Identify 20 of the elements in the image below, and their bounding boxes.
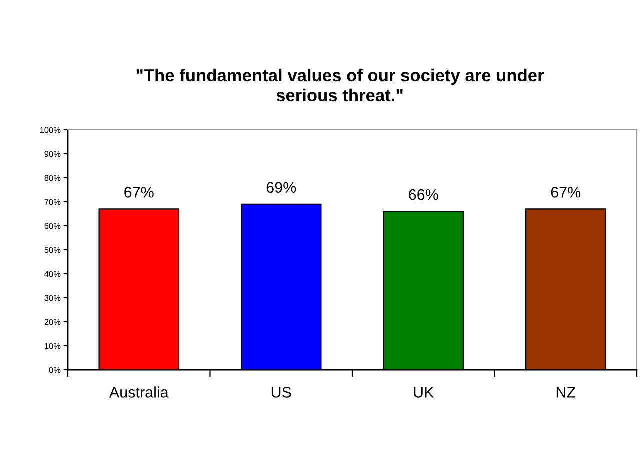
y-tick-label: 70% xyxy=(44,199,61,206)
y-tick-label: 30% xyxy=(44,295,61,302)
x-tick-label: NZ xyxy=(556,387,576,398)
y-tick-label: 80% xyxy=(44,175,61,182)
data-label: 67% xyxy=(124,187,154,198)
y-tick-label: 40% xyxy=(44,271,61,278)
x-tick-label: Australia xyxy=(109,386,169,398)
y-tick-label: 90% xyxy=(44,151,61,158)
y-tick-label: 60% xyxy=(44,223,61,230)
y-tick-label: 0% xyxy=(49,367,61,374)
x-tick-label: US xyxy=(272,387,292,398)
y-tick-label: 100% xyxy=(40,127,61,134)
x-tick-label: UK xyxy=(414,387,434,398)
y-tick-label: 10% xyxy=(45,343,61,350)
data-label: 66% xyxy=(409,189,438,200)
y-tick-label: 50% xyxy=(44,247,61,254)
data-label: 69% xyxy=(266,182,296,194)
chart-title: "The fundamental values of our society are under serious threat." xyxy=(136,68,544,102)
data-label: 67% xyxy=(551,187,581,198)
y-tick-label: 20% xyxy=(44,319,61,326)
